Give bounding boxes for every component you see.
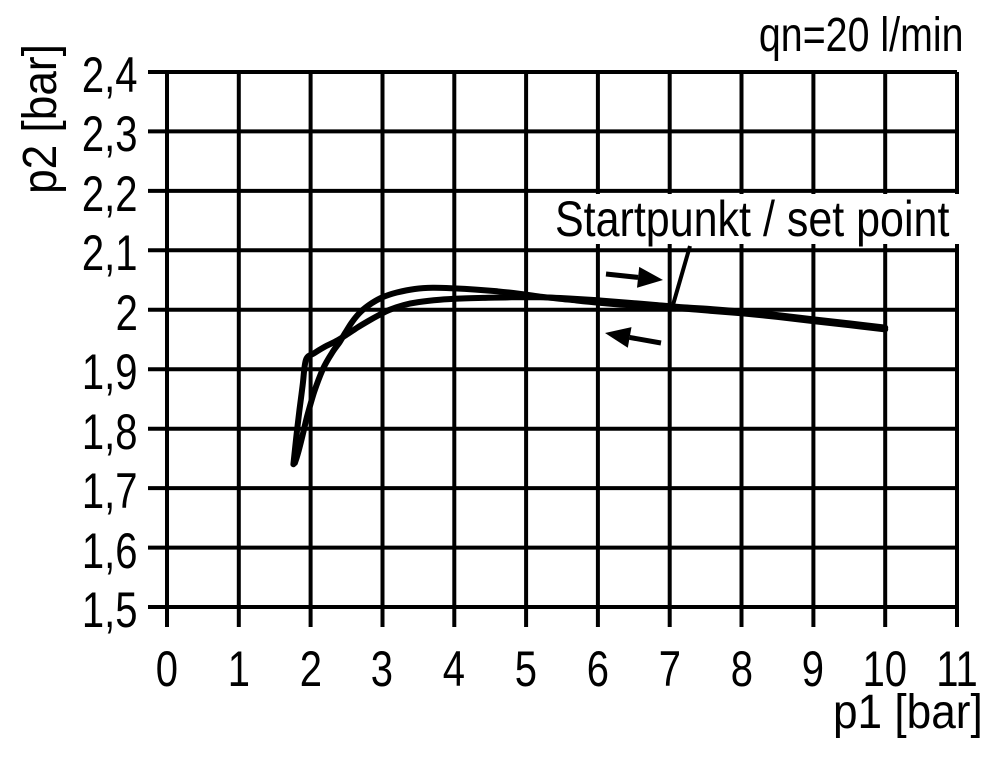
x-tick-label-text: 3	[370, 641, 394, 697]
y-tick-label: 2,3	[0, 109, 138, 159]
x-tick-label: 11	[917, 644, 997, 694]
y-tick-label-text: 2,1	[82, 225, 138, 281]
x-tick-label-text: 7	[658, 641, 682, 697]
y-tick-label-text: 1,7	[82, 463, 138, 519]
y-tick-label: 1,9	[0, 347, 138, 397]
flow-rate-annotation: qn=20 l/min	[714, 9, 963, 62]
x-tick-label-text: 2	[299, 641, 323, 697]
flow-rate-annotation-text: qn=20 l/min	[758, 9, 963, 62]
x-tick-label: 0	[127, 644, 207, 694]
return-arrow-icon-shaft	[629, 334, 662, 346]
x-tick-label-text: 5	[514, 641, 538, 697]
x-tick-label-text: 6	[586, 641, 610, 697]
y-tick-label: 1,8	[0, 407, 138, 457]
y-tick-label: 2,4	[0, 50, 138, 100]
y-tick-label-text: 1,5	[82, 582, 138, 638]
y-tick-label-text: 2,3	[82, 106, 138, 162]
y-tick-label-text: 2	[115, 285, 138, 341]
x-tick-label-text: 4	[442, 641, 466, 697]
set-point-annotation: Startpunkt / set point	[551, 194, 1000, 244]
y-tick-label-text: 2,4	[82, 47, 138, 103]
y-tick-label: 1,7	[0, 466, 138, 516]
set-point-leader-line	[671, 245, 692, 305]
x-tick-label-text: 9	[801, 641, 825, 697]
y-tick-label: 1,6	[0, 526, 138, 576]
y-tick-label: 1,5	[0, 585, 138, 635]
x-tick-label: 1	[199, 644, 279, 694]
x-tick-label-text: 8	[730, 641, 754, 697]
x-tick-label: 7	[630, 644, 710, 694]
curve-return	[291, 284, 889, 467]
y-tick-label: 2,2	[0, 169, 138, 219]
forward-arrow-icon	[637, 266, 663, 288]
x-tick-label-text: 0	[155, 641, 179, 697]
y-tick-label-text: 1,9	[82, 344, 138, 400]
y-tick-label: 2,1	[0, 228, 138, 278]
x-tick-label: 10	[845, 644, 925, 694]
x-tick-label: 5	[486, 644, 566, 694]
forward-arrow-icon-shaft	[605, 271, 639, 280]
x-tick-label: 6	[558, 644, 638, 694]
y-tick-label-text: 2,2	[82, 166, 138, 222]
x-tick-label: 8	[702, 644, 782, 694]
y-tick-label-text: 1,8	[82, 404, 138, 460]
return-arrow-icon	[605, 327, 632, 348]
x-tick-label: 2	[271, 644, 351, 694]
x-tick-label: 4	[414, 644, 494, 694]
x-tick-label-text: 1	[227, 641, 251, 697]
y-tick-label-text: 1,6	[82, 523, 138, 579]
x-axis-title: p1 [bar]	[833, 689, 996, 737]
y-tick-label: 2	[0, 288, 138, 338]
x-tick-label: 9	[773, 644, 853, 694]
x-tick-label-text: 11	[936, 641, 978, 697]
set-point-annotation-text: Startpunkt / set point	[555, 191, 950, 247]
x-axis-title-text: p1 [bar]	[833, 686, 983, 739]
x-tick-label: 3	[342, 644, 422, 694]
x-tick-label-text: 10	[862, 641, 908, 697]
